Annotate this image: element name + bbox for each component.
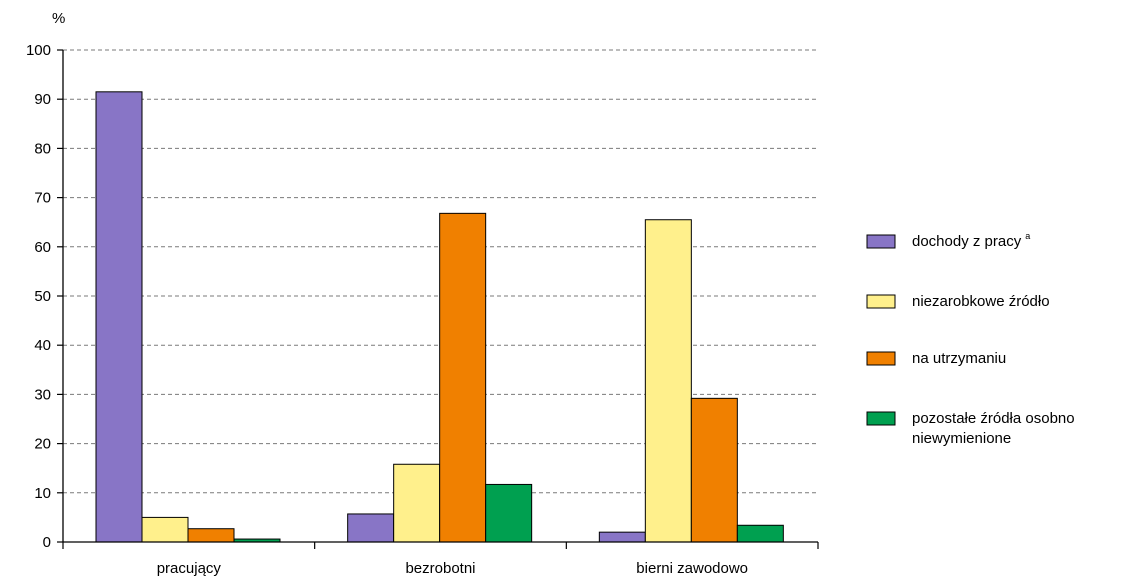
bar-2-3: [439, 212, 487, 543]
bars-layer: [95, 91, 784, 543]
bar-3-2: [644, 219, 692, 543]
legend-swatch-4: [866, 411, 896, 426]
legend-swatch-3: [866, 351, 896, 366]
y-tick-label-30: 30: [34, 386, 51, 403]
bar-3-3: [690, 397, 738, 543]
legend-swatch-2: [866, 294, 896, 309]
bar-3-4: [736, 524, 784, 543]
legend-label-3: na utrzymaniu: [912, 350, 1006, 367]
x-tick-label-1: pracujący: [157, 560, 222, 577]
y-tick-label-10: 10: [34, 485, 51, 502]
x-tick-label-3: bierni zawodowo: [636, 560, 748, 577]
y-tick-label-0: 0: [43, 534, 51, 551]
axis-layer: 0 10 20 30 40 50 60 70 80 90 100% pracujący bezrobot…: [26, 10, 819, 577]
bar-1-1: [95, 91, 143, 543]
y-tick-label-100: 100: [26, 42, 51, 59]
bar-2-4: [485, 483, 533, 543]
legend-label-4-line-2: niewymienione: [912, 430, 1011, 447]
legend: dochody z pracy a niezarobkowe źródło na ut…: [866, 231, 1075, 447]
y-tick-label-90: 90: [34, 91, 51, 108]
legend-swatch-1: [866, 234, 896, 249]
bar-3-1: [598, 531, 646, 543]
legend-label-1: dochody z pracy a: [912, 231, 1030, 250]
y-tick-label-80: 80: [34, 140, 51, 157]
y-tick-label-70: 70: [34, 190, 51, 207]
bar-1-2: [141, 516, 189, 543]
bar-2-1: [347, 513, 395, 543]
y-tick-label-60: 60: [34, 239, 51, 256]
y-tick-label-40: 40: [34, 337, 51, 354]
legend-label-2: niezarobkowe źródło: [912, 293, 1050, 310]
y-tick-label-20: 20: [34, 436, 51, 453]
legend-superscript-1: a: [1025, 231, 1030, 241]
x-tick-label-2: bezrobotni: [405, 560, 475, 577]
bar-1-3: [187, 528, 235, 543]
legend-label-4-line-1: pozostałe źródła osobno: [912, 410, 1075, 427]
y-tick-label-50: 50: [34, 288, 51, 305]
bar-2-2: [393, 463, 441, 543]
y-axis-label: %: [52, 10, 65, 27]
